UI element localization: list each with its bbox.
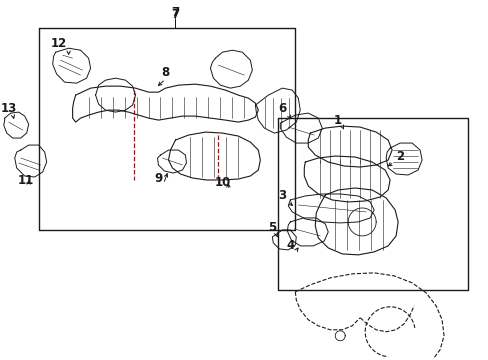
Text: 7: 7 <box>171 8 179 21</box>
Text: 6: 6 <box>278 102 286 114</box>
Text: 9: 9 <box>154 171 163 185</box>
Text: 13: 13 <box>0 102 17 114</box>
Text: 5: 5 <box>267 221 276 234</box>
Text: 1: 1 <box>333 114 342 127</box>
Text: 10: 10 <box>214 176 230 189</box>
Text: 12: 12 <box>50 37 67 50</box>
Text: 11: 11 <box>18 174 34 186</box>
Text: 2: 2 <box>395 149 404 162</box>
Text: 7: 7 <box>171 6 179 19</box>
Text: 8: 8 <box>161 66 169 79</box>
Text: 4: 4 <box>285 239 294 252</box>
Text: 3: 3 <box>278 189 286 202</box>
